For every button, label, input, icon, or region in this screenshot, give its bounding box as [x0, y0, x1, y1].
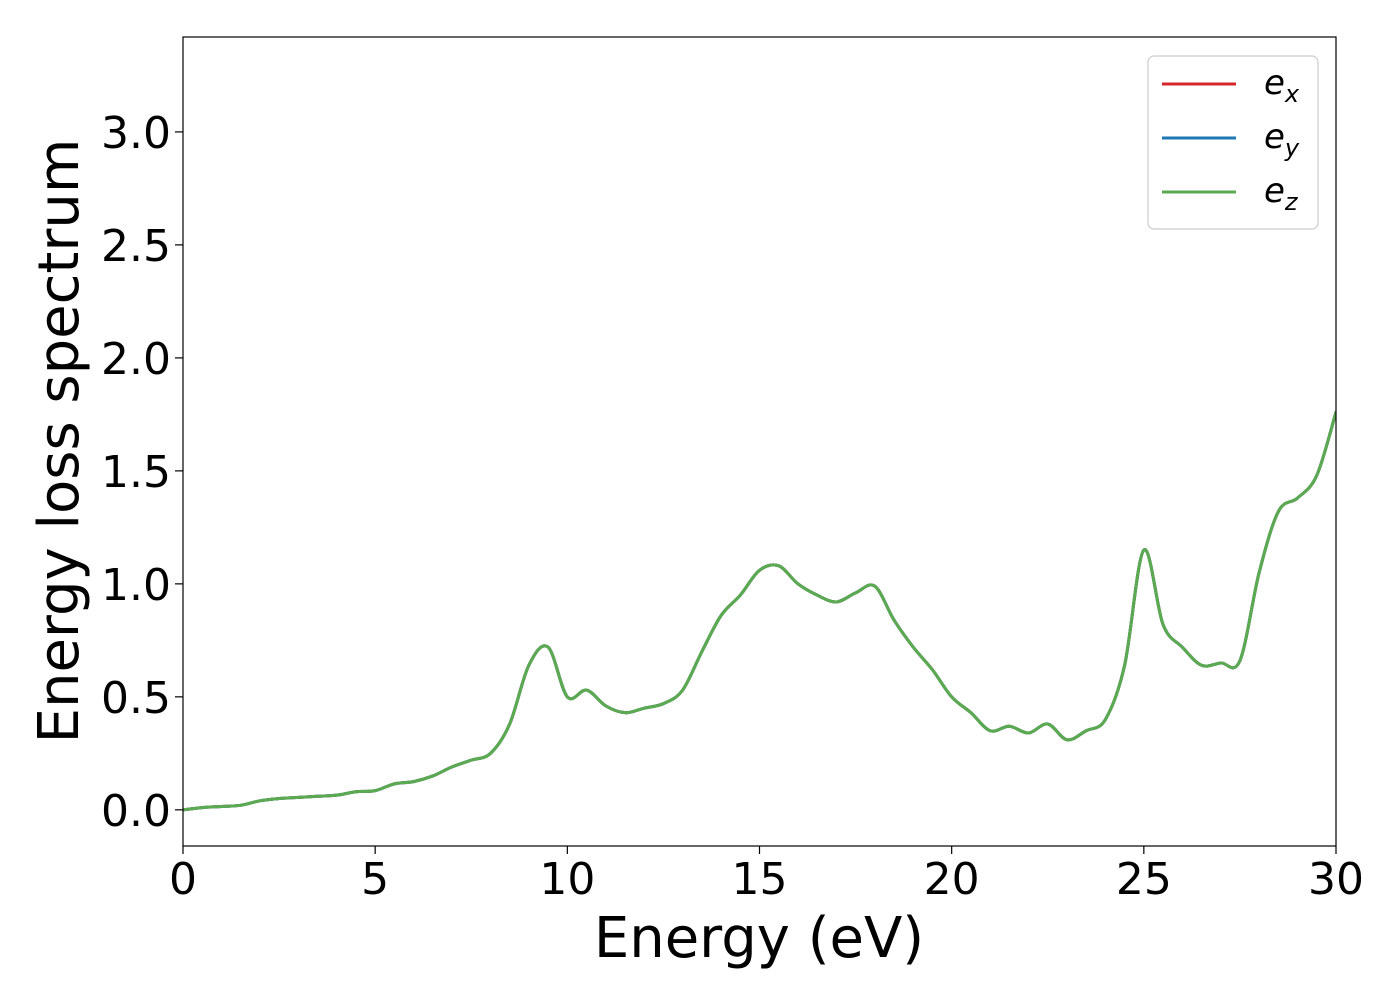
- y-axis-ticks: 0.0 0.5 1.0 1.5 2.0 2.5 3.0: [101, 108, 183, 837]
- y-tick-label: 0.0: [101, 786, 171, 837]
- x-tick-label: 15: [732, 854, 788, 905]
- y-axis-title: Energy loss spectrum: [27, 139, 92, 744]
- x-axis-title: Energy (eV): [594, 906, 924, 971]
- x-tick-label: 25: [1116, 854, 1172, 905]
- legend-label-base: e: [1264, 117, 1285, 157]
- legend-box: [1147, 55, 1319, 230]
- y-tick-label: 0.5: [101, 673, 171, 724]
- x-tick-label: 5: [361, 854, 389, 905]
- y-tick-label: 2.5: [101, 221, 171, 272]
- y-tick-label: 1.5: [101, 447, 171, 498]
- legend-label-x: ex: [1264, 63, 1300, 108]
- legend-label-base: e: [1264, 63, 1285, 103]
- y-tick-label: 1.0: [101, 560, 171, 611]
- legend-label-subscript: y: [1284, 134, 1300, 162]
- legend-label-base: e: [1264, 171, 1285, 211]
- x-tick-label: 0: [169, 854, 197, 905]
- x-axis-ticks: 0 5 10 15 20 25 30: [169, 846, 1364, 905]
- legend-label-subscript: z: [1284, 188, 1299, 216]
- series-layer: [183, 410, 1336, 812]
- legend-label-z: ez: [1264, 171, 1299, 216]
- series-line-z: [183, 410, 1336, 812]
- legend-label-y: ey: [1264, 117, 1300, 162]
- x-tick-label: 20: [924, 854, 980, 905]
- x-tick-label: 30: [1308, 854, 1364, 905]
- x-tick-label: 10: [539, 854, 595, 905]
- y-tick-label: 3.0: [101, 108, 171, 159]
- y-tick-label: 2.0: [101, 334, 171, 385]
- plot-area: [183, 37, 1336, 846]
- legend-label-subscript: x: [1284, 80, 1300, 108]
